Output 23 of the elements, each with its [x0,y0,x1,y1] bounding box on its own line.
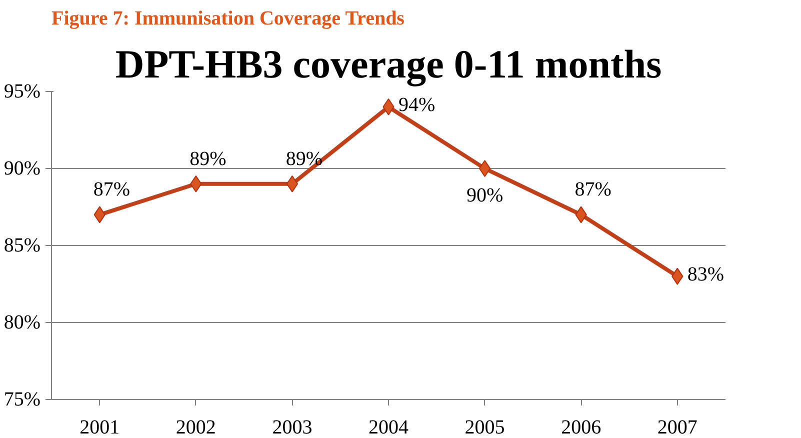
text: 94% [398,94,436,116]
text: 90% [466,184,504,206]
point [286,175,298,192]
y-tick-label: 95% [4,80,41,102]
text: 89% [286,148,323,170]
x-tick-label: 2004 [368,416,408,438]
caption: Figure 7: Immunisation Coverage Trends [52,8,405,30]
text: 87% [93,178,130,201]
x-tick-label: 2003 [272,416,312,438]
x-tick-label: 2007 [657,416,698,438]
point [478,160,491,177]
y-tick-label: 80% [4,312,41,334]
text: 87% [574,178,612,201]
x-tick-label: 2005 [464,416,505,438]
y-tick-label: 75% [4,388,41,410]
y-tick-label: 85% [4,234,41,256]
x-tick-label: 2002 [176,416,216,438]
text: 83% [687,263,724,286]
text: 89% [190,148,226,170]
chart-title: DPT-HB3 coverage 0-11 months [115,42,662,86]
y-tick-label: 90% [4,158,41,180]
x-tick-label: 2006 [561,416,602,438]
x-tick-label: 2001 [80,416,120,438]
